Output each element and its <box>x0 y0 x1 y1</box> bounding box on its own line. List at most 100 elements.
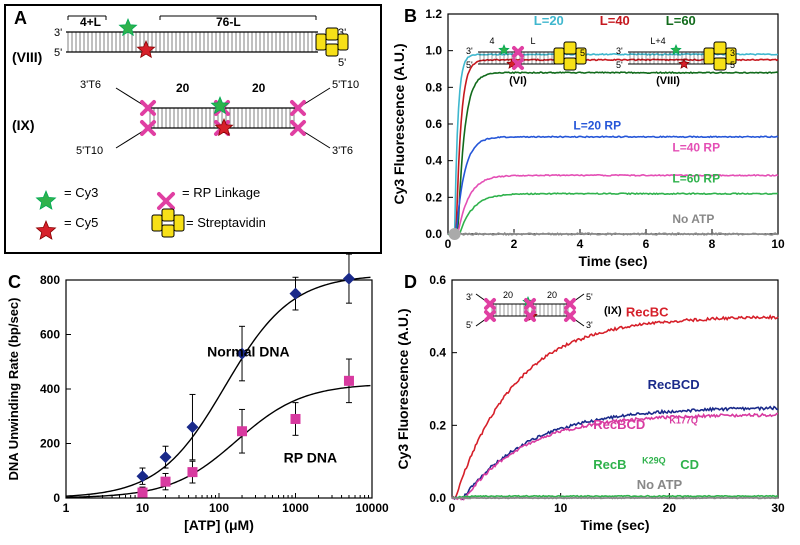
end-3p-a1: 3' <box>54 27 62 39</box>
panel-c-label: C <box>8 272 21 292</box>
t10-5p-2: 5'T10 <box>332 79 359 91</box>
t10-5p-1: 5'T10 <box>76 145 103 157</box>
svg-text:(VIII): (VIII) <box>656 75 680 87</box>
svg-text:0.2: 0.2 <box>429 418 446 432</box>
panel-a-label: A <box>14 8 27 29</box>
svg-text:0.4: 0.4 <box>429 346 446 360</box>
svg-text:RecB: RecB <box>593 457 626 472</box>
svg-text:0.2: 0.2 <box>425 190 442 204</box>
svg-text:4: 4 <box>489 36 494 46</box>
svg-text:100: 100 <box>209 501 229 515</box>
roman-viii: (VIII) <box>12 49 42 65</box>
svg-text:DNA Unwinding Rate (bp/sec): DNA Unwinding Rate (bp/sec) <box>6 298 21 481</box>
svg-text:L=40 RP: L=40 RP <box>672 141 720 155</box>
span-4L: 4+L <box>80 15 101 29</box>
panel-d: D 0 10 20 30 0.0 0.2 0.4 0.6 Time (sec) Cy3 Fluor… <box>396 270 796 540</box>
svg-text:1: 1 <box>63 501 70 515</box>
panel-d-chart: D 0 10 20 30 0.0 0.2 0.4 0.6 Time (sec) Cy3 Fluor… <box>396 270 796 540</box>
svg-text:20: 20 <box>503 290 513 300</box>
svg-text:2: 2 <box>511 237 518 251</box>
svg-text:0.6: 0.6 <box>429 273 446 287</box>
svg-text:Time (sec): Time (sec) <box>581 517 650 533</box>
svg-text:30: 30 <box>771 501 785 515</box>
svg-text:5': 5' <box>466 320 473 330</box>
svg-text:0.0: 0.0 <box>429 491 446 505</box>
svg-text:L=40: L=40 <box>600 13 630 28</box>
legend-cy5: = Cy5 <box>64 215 98 230</box>
panel-c: C 1 10 100 1000 10000 0 200 400 600 800 [ATP] (μM)… <box>4 270 390 540</box>
svg-text:10000: 10000 <box>355 501 389 515</box>
svg-text:6: 6 <box>643 237 650 251</box>
panel-b: B 02468100.00.20.40.60.81.01.2Time (sec)… <box>392 4 796 270</box>
svg-text:5': 5' <box>580 48 587 58</box>
ladder-viii <box>68 32 316 52</box>
svg-text:Normal DNA: Normal DNA <box>207 343 289 359</box>
svg-text:K177Q: K177Q <box>669 416 698 426</box>
legend-rp: = RP Linkage <box>182 185 260 200</box>
svg-text:No ATP: No ATP <box>672 212 714 226</box>
svg-text:L=20 RP: L=20 RP <box>573 119 621 133</box>
svg-text:20: 20 <box>547 290 557 300</box>
panel-c-chart: C 1 10 100 1000 10000 0 200 400 600 800 [ATP] (μM)… <box>4 270 390 540</box>
svg-text:No ATP: No ATP <box>637 477 683 492</box>
svg-text:(VI): (VI) <box>509 75 527 87</box>
svg-text:0.8: 0.8 <box>425 80 442 94</box>
svg-text:1.2: 1.2 <box>425 7 442 21</box>
panel-b-label: B <box>404 6 417 26</box>
svg-text:(IX): (IX) <box>604 305 622 317</box>
svg-text:0: 0 <box>445 237 452 251</box>
svg-text:0: 0 <box>53 491 60 505</box>
legend-cy3: = Cy3 <box>64 185 98 200</box>
twenty-2: 20 <box>252 81 266 95</box>
twenty-1: 20 <box>176 81 190 95</box>
svg-text:600: 600 <box>40 328 60 342</box>
end-5p-a2: 5' <box>338 57 346 69</box>
panel-a-diagram: 4+L 76-L 3' 5' 3' 5' <box>6 6 380 252</box>
svg-text:Cy3 Fluorescence (A.U.): Cy3 Fluorescence (A.U.) <box>391 43 407 204</box>
svg-text:5': 5' <box>616 60 623 70</box>
svg-text:L+4: L+4 <box>650 36 665 46</box>
panel-b-chart: B 02468100.00.20.40.60.81.01.2Time (sec)… <box>392 4 796 270</box>
end-5p-a1: 5' <box>54 47 62 59</box>
svg-text:0.4: 0.4 <box>425 154 442 168</box>
roman-ix: (IX) <box>12 117 35 133</box>
svg-text:L: L <box>530 36 535 46</box>
svg-text:[ATP] (μM): [ATP] (μM) <box>184 517 254 533</box>
svg-text:800: 800 <box>40 273 60 287</box>
svg-text:5': 5' <box>586 292 593 302</box>
svg-text:L=60 RP: L=60 RP <box>672 172 720 186</box>
panel-a: A 4+L 76-L 3' 5' 3' 5' <box>4 4 382 254</box>
svg-text:3': 3' <box>730 48 737 58</box>
svg-text:K29Q: K29Q <box>642 455 666 465</box>
svg-text:RecBC: RecBC <box>626 304 669 319</box>
svg-text:5': 5' <box>466 60 473 70</box>
svg-text:Time (sec): Time (sec) <box>579 253 648 269</box>
svg-text:L=60: L=60 <box>666 13 696 28</box>
svg-text:3': 3' <box>586 320 593 330</box>
svg-text:0: 0 <box>449 501 456 515</box>
svg-text:RecBCD: RecBCD <box>648 377 700 392</box>
svg-text:3': 3' <box>616 46 623 56</box>
svg-text:L=20: L=20 <box>534 13 564 28</box>
svg-text:3': 3' <box>466 292 473 302</box>
svg-text:RecBCD: RecBCD <box>593 417 645 432</box>
svg-text:0.0: 0.0 <box>425 227 442 241</box>
svg-text:CD: CD <box>680 457 699 472</box>
legend-strep: = Streptavidin <box>186 215 266 230</box>
t6-3p-1: 3'T6 <box>80 79 101 91</box>
t6-3p-2: 3'T6 <box>332 145 353 157</box>
span-76L: 76-L <box>216 15 241 29</box>
svg-text:5': 5' <box>730 60 737 70</box>
svg-text:200: 200 <box>40 437 60 451</box>
svg-text:400: 400 <box>40 382 60 396</box>
svg-text:10: 10 <box>554 501 568 515</box>
svg-text:RP DNA: RP DNA <box>284 450 337 466</box>
svg-text:1000: 1000 <box>282 501 309 515</box>
svg-text:8: 8 <box>709 237 716 251</box>
svg-text:10: 10 <box>136 501 150 515</box>
svg-text:Cy3 Fluorescence (A.U.): Cy3 Fluorescence (A.U.) <box>395 308 411 469</box>
svg-text:0.6: 0.6 <box>425 117 442 131</box>
svg-text:10: 10 <box>771 237 785 251</box>
svg-text:3': 3' <box>466 46 473 56</box>
panel-d-label: D <box>404 272 417 292</box>
